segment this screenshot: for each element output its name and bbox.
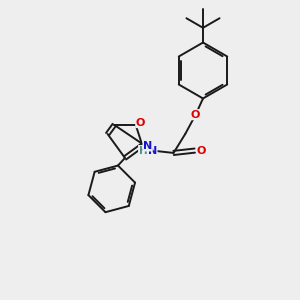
- Text: O: O: [191, 110, 200, 120]
- Text: O: O: [196, 146, 206, 156]
- Text: N: N: [148, 146, 157, 156]
- Text: O: O: [136, 118, 145, 128]
- Text: H: H: [139, 146, 147, 156]
- Text: N: N: [143, 141, 152, 151]
